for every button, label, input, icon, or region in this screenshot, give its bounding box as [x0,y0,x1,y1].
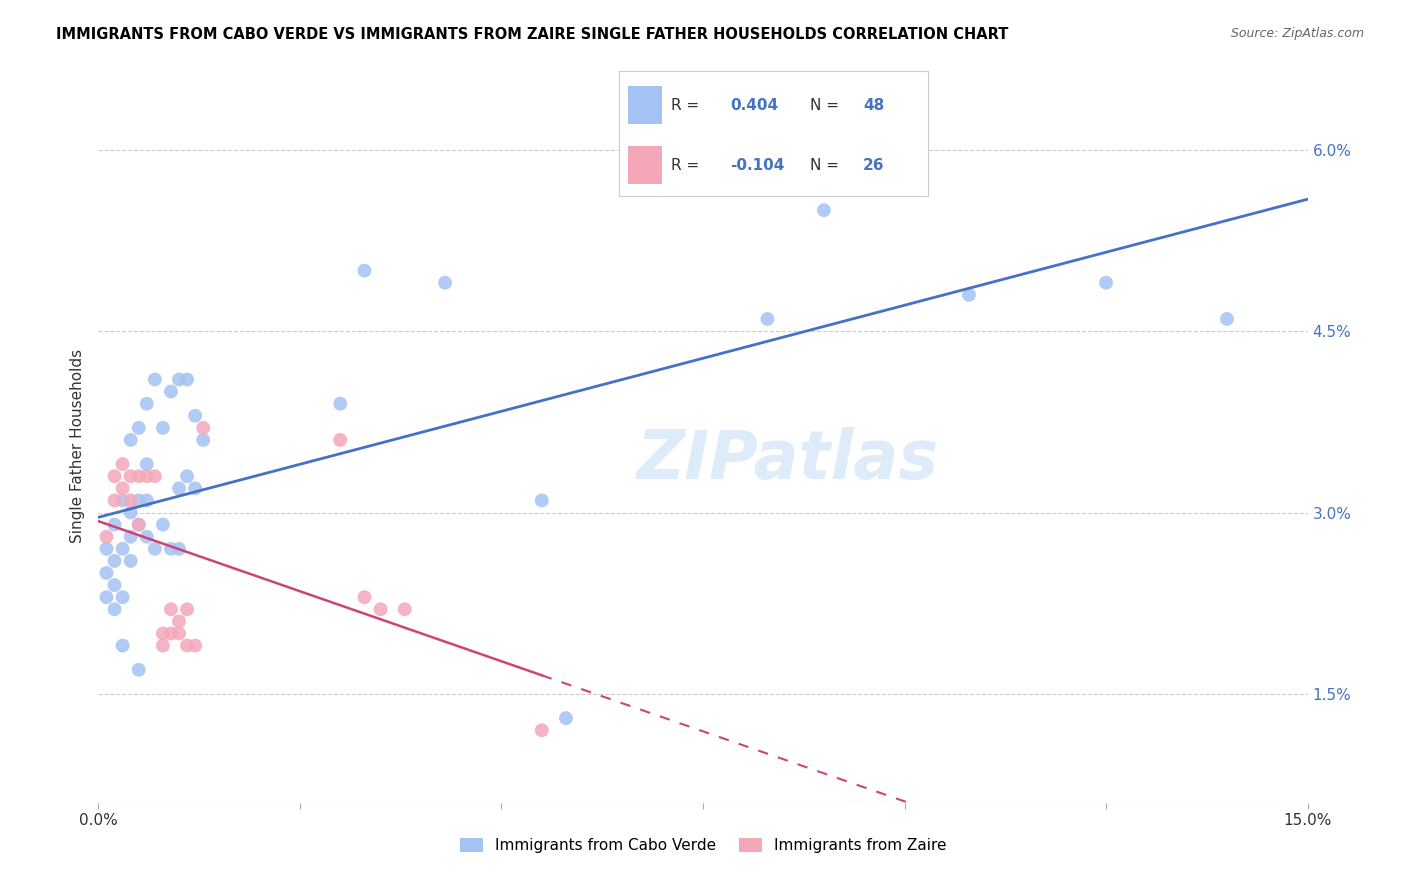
Point [193,421,215,435]
Point [152,626,174,640]
Point [184,639,207,653]
Text: IMMIGRANTS FROM CABO VERDE VS IMMIGRANTS FROM ZAIRE SINGLE FATHER HOUSEHOLDS COR: IMMIGRANTS FROM CABO VERDE VS IMMIGRANTS… [56,27,1008,42]
Point [1095,276,1118,290]
Text: N =: N = [810,97,839,112]
Point [128,493,150,508]
Point [111,481,134,495]
Point [135,397,157,411]
Point [135,469,157,483]
Point [96,566,118,580]
Point [176,372,198,386]
Text: Source: ZipAtlas.com: Source: ZipAtlas.com [1230,27,1364,40]
Text: 48: 48 [863,97,884,112]
Point [143,469,166,483]
Point [167,615,190,629]
Point [120,530,142,544]
Point [128,421,150,435]
Point [120,493,142,508]
Point [152,421,174,435]
Point [135,530,157,544]
Point [135,457,157,471]
Point [167,481,190,495]
Point [135,493,157,508]
Point [103,493,125,508]
Point [96,541,118,556]
Point [329,433,352,447]
Point [96,590,118,604]
Legend: Immigrants from Cabo Verde, Immigrants from Zaire: Immigrants from Cabo Verde, Immigrants f… [454,832,952,859]
Point [103,517,125,532]
Point [111,493,134,508]
Point [530,493,553,508]
Point [143,372,166,386]
Text: R =: R = [671,158,699,172]
Point [184,409,207,423]
Point [160,384,183,399]
Point [152,517,174,532]
Point [111,639,134,653]
Point [160,602,183,616]
Point [128,517,150,532]
Point [128,469,150,483]
Point [1216,312,1239,326]
Point [167,626,190,640]
Point [128,663,150,677]
Point [152,639,174,653]
Point [353,590,375,604]
Point [530,723,553,738]
Point [103,602,125,616]
Point [111,541,134,556]
Point [957,288,980,302]
Point [434,276,457,290]
Point [353,263,375,277]
Point [160,626,183,640]
Point [120,506,142,520]
FancyBboxPatch shape [628,146,662,184]
Text: R =: R = [671,97,699,112]
Text: N =: N = [810,158,839,172]
Point [103,554,125,568]
Point [329,397,352,411]
Point [167,541,190,556]
Text: 26: 26 [863,158,884,172]
Text: ZIPatlas: ZIPatlas [637,427,939,493]
Point [111,590,134,604]
Point [120,554,142,568]
Point [120,469,142,483]
Point [370,602,392,616]
Point [651,178,673,193]
Point [103,469,125,483]
Point [103,578,125,592]
Point [176,639,198,653]
Point [160,541,183,556]
Text: 0.404: 0.404 [730,97,778,112]
Point [176,602,198,616]
FancyBboxPatch shape [628,87,662,124]
Y-axis label: Single Father Households: Single Father Households [69,349,84,543]
Point [128,517,150,532]
Text: -0.104: -0.104 [730,158,785,172]
Point [555,711,578,725]
Point [394,602,416,616]
Point [756,312,779,326]
Point [120,433,142,447]
Point [184,481,207,495]
Point [176,469,198,483]
Point [193,433,215,447]
Point [813,203,835,218]
Point [143,541,166,556]
Point [167,372,190,386]
Point [111,457,134,471]
Point [96,530,118,544]
